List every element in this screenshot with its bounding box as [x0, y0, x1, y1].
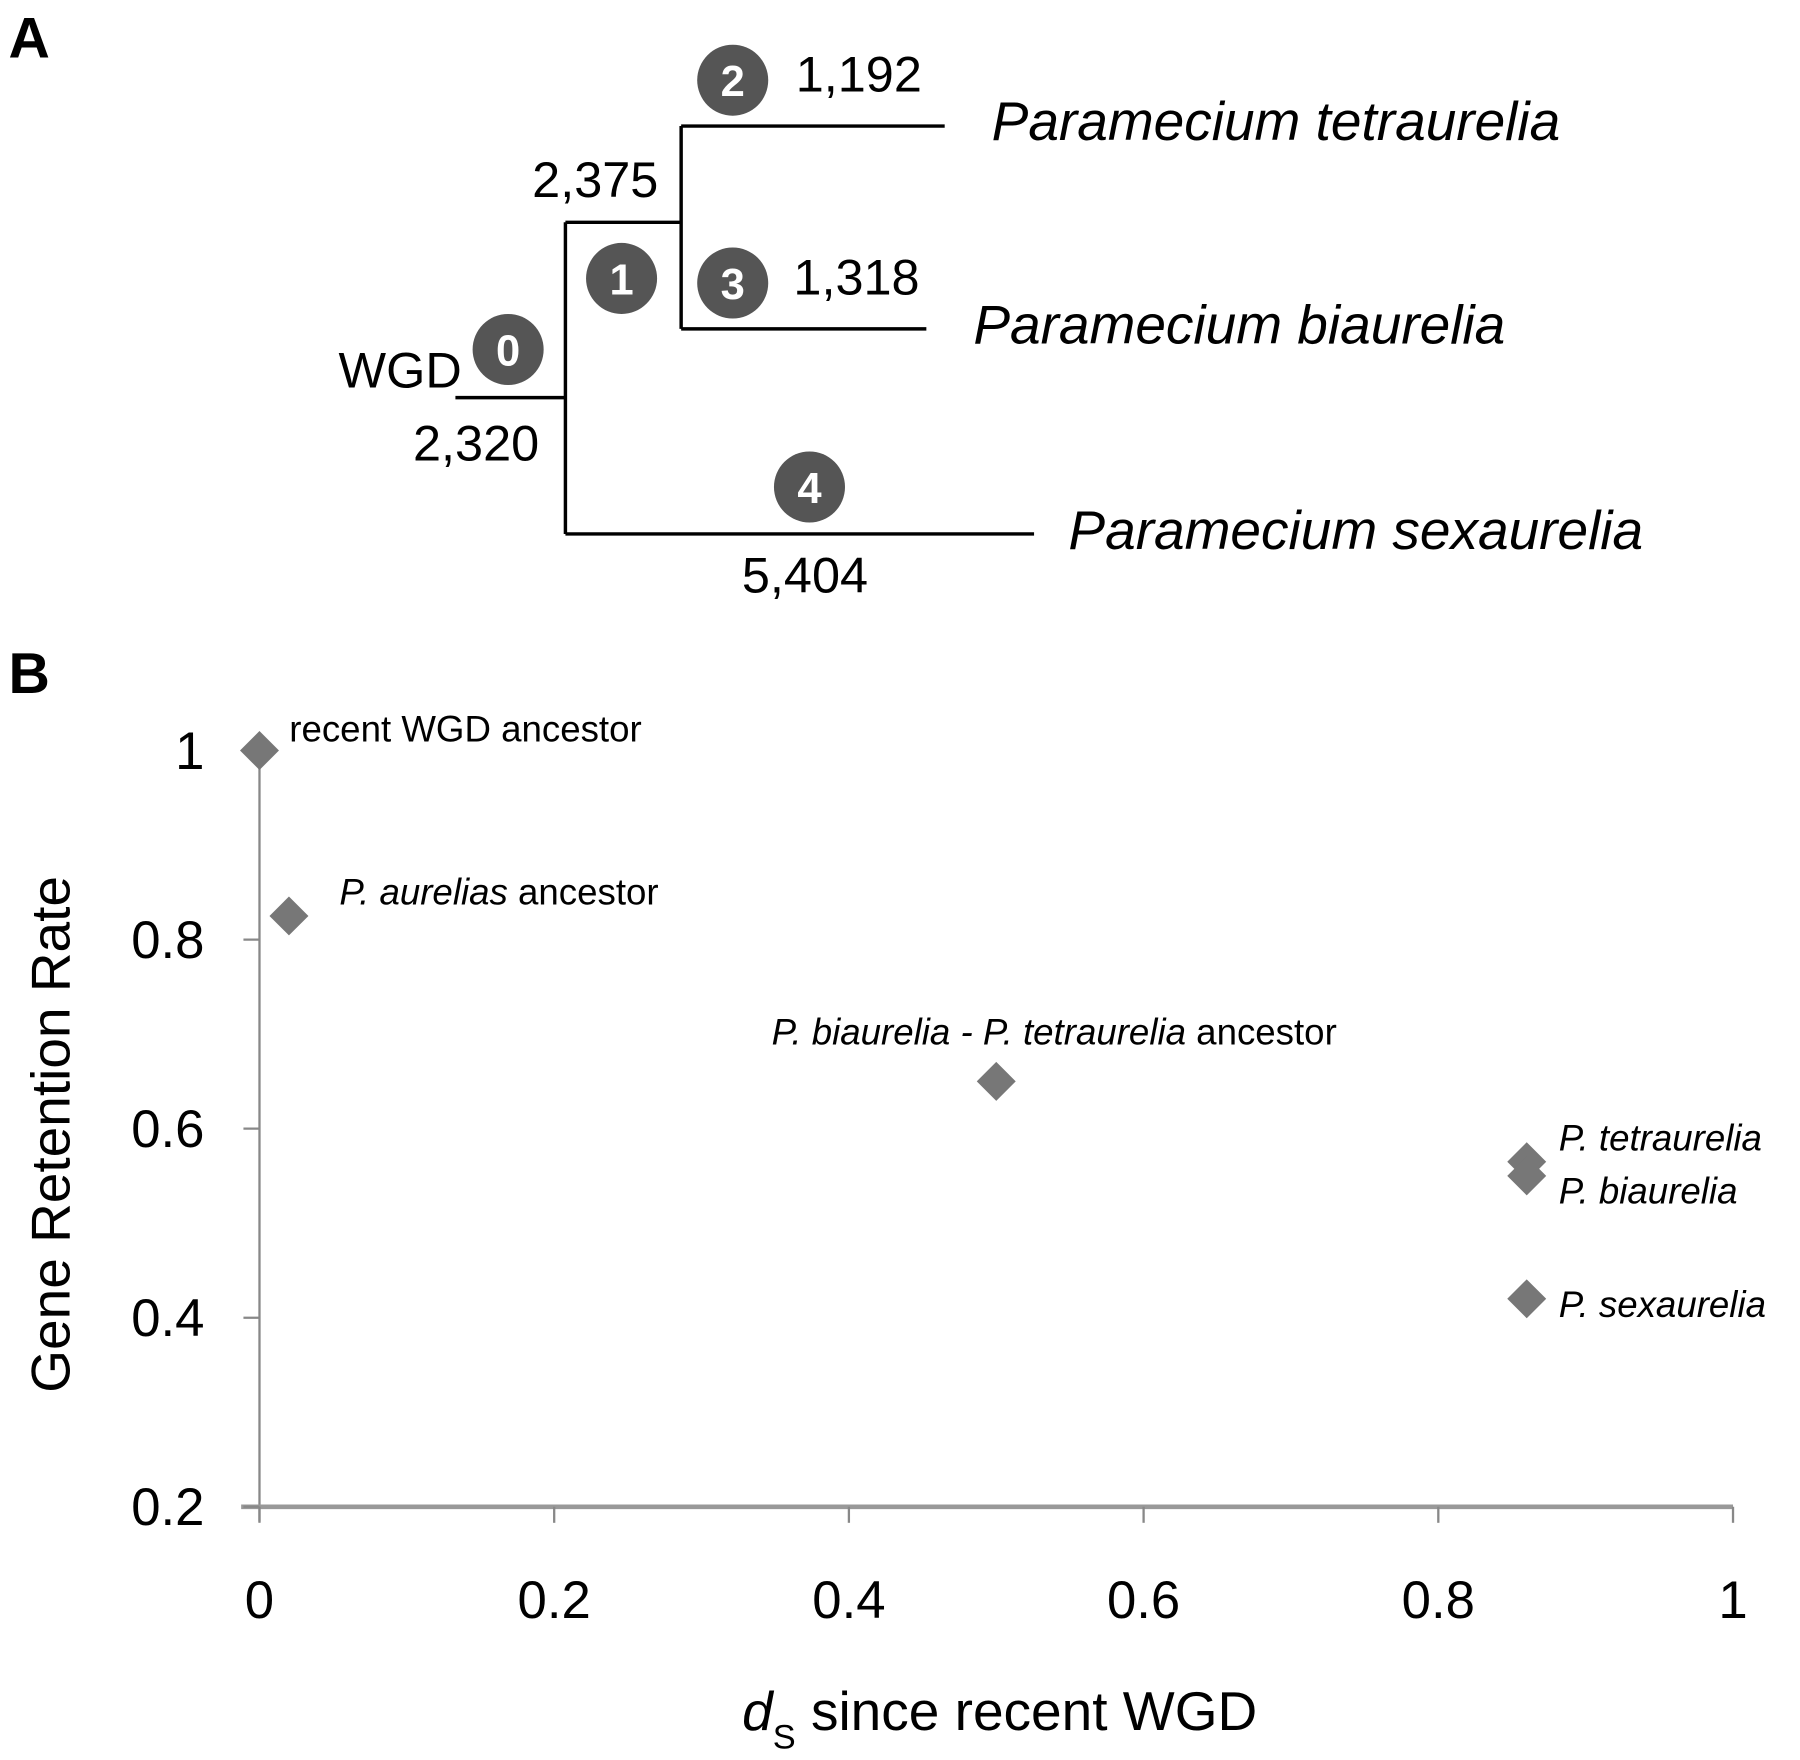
data-point-label-rest: ancestor	[1186, 1012, 1337, 1053]
branch-value-root: 2,320	[413, 415, 539, 472]
y-tick-label: 0.8	[131, 911, 204, 970]
node-3: 3	[697, 247, 769, 319]
y-tick-label: 0.6	[131, 1100, 204, 1159]
tree-branches	[455, 124, 1035, 536]
species-tetraurelia: Paramecium tetraurelia	[992, 90, 1561, 152]
data-point-label-italic: P. tetraurelia	[1559, 1117, 1762, 1158]
y-tick-label: 0.4	[131, 1289, 204, 1348]
x-tick-label: 0.2	[518, 1571, 591, 1630]
data-point-marker	[269, 896, 309, 936]
x-axis-label-subscript: S	[773, 1719, 796, 1757]
panel-a: A 0 1 2 3 4 WGD 2,320 2,375 1,192 1,318 …	[9, 6, 1644, 603]
node-0: 0	[472, 313, 544, 385]
branch-value-sexaurelia: 5,404	[742, 546, 868, 603]
data-point-label-italic: P. biaurelia - P. tetraurelia	[772, 1012, 1186, 1053]
data-point-label: P. aurelias ancestor	[339, 871, 658, 912]
node-4-label: 4	[797, 465, 821, 513]
x-tick-label: 0.6	[1107, 1571, 1180, 1630]
data-point-label: P. tetraurelia	[1559, 1117, 1762, 1158]
node-4: 4	[773, 451, 845, 523]
data-point-marker	[1507, 1156, 1547, 1196]
species-biaurelia: Paramecium biaurelia	[973, 294, 1505, 356]
data-point-label: P. biaurelia - P. tetraurelia ancestor	[772, 1012, 1337, 1053]
y-tick-label: 0.2	[131, 1478, 204, 1537]
branch-value-biaurelia: 1,318	[793, 248, 919, 305]
node-1-label: 1	[609, 256, 633, 304]
data-point-marker	[976, 1061, 1016, 1101]
axes	[241, 750, 1734, 1522]
branch-value-internal: 2,375	[532, 151, 658, 208]
x-axis-label-rest: since recent WGD	[796, 1680, 1258, 1742]
x-axis-label: dS since recent WGD	[742, 1680, 1257, 1756]
data-point-label: P. biaurelia	[1559, 1170, 1738, 1211]
x-axis-label-d: d	[742, 1680, 775, 1742]
y-tick-label: 1	[175, 722, 204, 781]
data-point-label-rest: recent WGD ancestor	[289, 708, 641, 749]
data-point-label-italic: P. biaurelia	[1559, 1170, 1738, 1211]
panel-a-label: A	[9, 6, 50, 70]
wgd-label: WGD	[339, 341, 462, 398]
node-1: 1	[586, 242, 658, 314]
node-0-label: 0	[496, 328, 520, 376]
x-tick-label: 0	[245, 1571, 274, 1630]
x-tick-label: 0.8	[1402, 1571, 1475, 1630]
node-2: 2	[697, 44, 769, 116]
data-point-label-italic: P. sexaurelia	[1559, 1284, 1766, 1325]
node-2-label: 2	[721, 58, 745, 106]
branch-value-tetraurelia: 1,192	[796, 46, 922, 103]
species-sexaurelia: Paramecium sexaurelia	[1068, 499, 1643, 561]
data-point-label-rest: ancestor	[508, 871, 659, 912]
data-point-label-italic: P. aurelias	[339, 871, 507, 912]
data-point-marker	[240, 731, 279, 770]
ticks: 0 0.2 0.4 0.6 0.8 1 0.2 0.4 0.6 0.8 1	[131, 722, 1747, 1630]
panel-b-label: B	[9, 642, 50, 706]
data-point-marker	[1507, 1279, 1547, 1319]
panel-b: B 0 0.2 0.4 0.6 0.8 1 0.2 0.4 0.6 0.8 1 recent WGD…	[9, 642, 1766, 1756]
data-point-label: recent WGD ancestor	[289, 708, 641, 749]
data-point-label: P. sexaurelia	[1559, 1284, 1766, 1325]
x-tick-label: 1	[1718, 1571, 1747, 1630]
y-axis-label: Gene Retention Rate	[19, 876, 81, 1393]
node-3-label: 3	[721, 261, 745, 309]
x-tick-label: 0.4	[812, 1571, 885, 1630]
